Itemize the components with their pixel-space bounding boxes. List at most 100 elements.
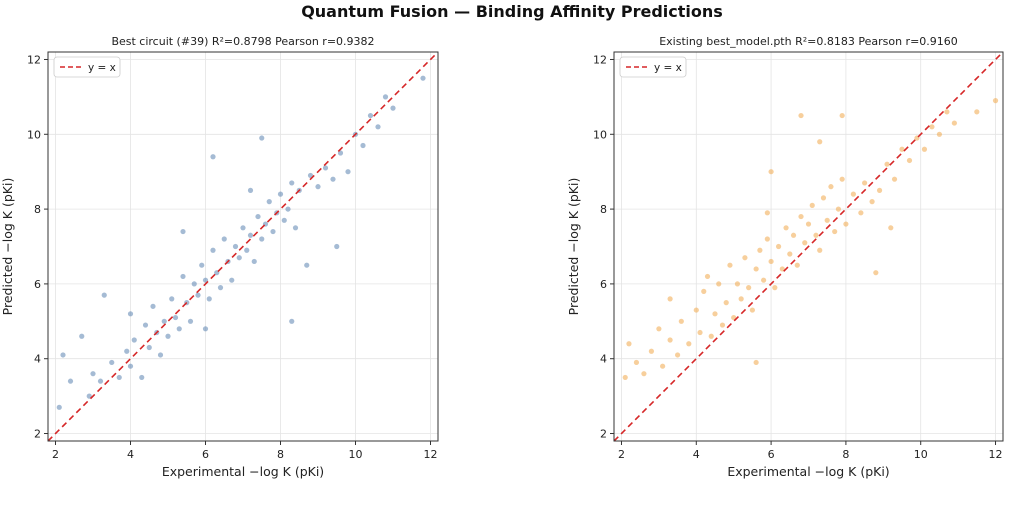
data-point	[116, 374, 122, 381]
data-point	[146, 344, 152, 351]
data-point	[768, 258, 774, 265]
data-point	[992, 98, 999, 104]
data-point	[921, 146, 928, 152]
x-tick-label: 6	[768, 448, 775, 461]
data-point	[281, 217, 287, 223]
data-point	[236, 255, 242, 261]
left-scatter-panel: 2 4 6 8 10 12 2 4 6 8 10 12 Best circuit (#39) R²=0.…	[0, 35, 439, 479]
data-point	[828, 184, 834, 190]
data-point	[727, 262, 733, 268]
data-point	[79, 333, 85, 339]
reference-line-y-equals-x	[47, 51, 439, 442]
data-point	[289, 318, 295, 324]
data-point	[944, 109, 950, 115]
data-point	[345, 169, 351, 175]
data-point	[90, 371, 96, 377]
x-axis-label: Experimental −log K (pKi)	[162, 464, 324, 479]
data-point	[839, 176, 845, 182]
data-point	[708, 333, 714, 339]
data-point	[667, 296, 673, 302]
data-point	[97, 378, 104, 384]
x-tick-label: 10	[349, 448, 363, 461]
data-point	[67, 378, 74, 384]
y-tick-label: 6	[34, 278, 41, 291]
data-point	[648, 348, 655, 354]
data-point	[862, 180, 868, 186]
data-point	[165, 333, 171, 339]
legend-label: y = x	[88, 62, 116, 74]
data-point	[337, 150, 344, 156]
figure-title: Quantum Fusion — Binding Affinity Predic…	[301, 2, 723, 21]
data-point	[180, 273, 186, 280]
data-point	[330, 176, 336, 182]
reference-line-y-equals-x	[613, 51, 1004, 442]
data-point	[109, 359, 115, 366]
data-point	[824, 217, 830, 223]
x-tick-label: 2	[618, 448, 625, 461]
data-point	[622, 374, 628, 381]
data-point	[641, 371, 647, 377]
data-point	[322, 165, 329, 171]
data-point	[660, 363, 666, 369]
data-point	[757, 247, 763, 253]
data-point	[315, 184, 321, 190]
data-point	[873, 270, 879, 276]
data-point	[794, 262, 800, 268]
x-tick-label: 10	[914, 448, 928, 461]
data-point	[753, 266, 759, 272]
data-point	[221, 236, 227, 242]
data-point	[150, 303, 156, 309]
data-point	[888, 225, 894, 231]
data-point	[199, 262, 205, 268]
x-tick-label: 4	[693, 448, 700, 461]
data-point	[127, 363, 134, 369]
data-point	[289, 180, 295, 186]
data-point	[704, 273, 711, 280]
y-tick-label: 6	[600, 278, 607, 291]
data-point	[191, 281, 197, 287]
data-point	[304, 262, 310, 268]
data-point	[633, 359, 640, 366]
data-point	[127, 311, 134, 317]
data-point	[746, 285, 752, 291]
x-tick-label: 6	[202, 448, 209, 461]
data-point	[251, 258, 257, 265]
data-point	[169, 296, 175, 302]
data-point	[891, 176, 898, 182]
data-point	[367, 112, 374, 119]
data-point	[876, 187, 883, 193]
data-point	[884, 161, 890, 167]
x-tick-label: 8	[277, 448, 284, 461]
data-point	[798, 112, 804, 119]
data-point	[60, 352, 66, 358]
data-point	[738, 296, 744, 302]
data-point	[157, 352, 164, 358]
x-axis-label: Experimental −log K (pKi)	[727, 464, 889, 479]
data-point	[101, 292, 107, 298]
data-point	[667, 337, 673, 343]
y-tick-label: 12	[27, 53, 41, 66]
data-point	[974, 109, 980, 115]
y-tick-label: 12	[593, 53, 607, 66]
data-point	[686, 341, 692, 347]
data-point	[172, 314, 179, 321]
data-point	[768, 169, 774, 175]
data-point	[850, 191, 856, 197]
data-point	[701, 288, 707, 294]
data-point	[187, 318, 194, 324]
data-point	[779, 266, 785, 272]
data-point	[805, 221, 812, 227]
data-point	[206, 296, 212, 302]
data-point	[161, 318, 167, 324]
plot-frame	[47, 51, 439, 442]
data-point	[835, 206, 842, 212]
data-point	[723, 300, 729, 306]
y-tick-label: 10	[27, 128, 41, 141]
data-point	[86, 393, 92, 399]
data-point	[674, 352, 681, 358]
data-point	[899, 146, 905, 152]
data-point	[307, 172, 314, 179]
data-point	[802, 240, 808, 246]
y-axis-label: Predicted −log K (pKi)	[0, 178, 15, 316]
data-point	[764, 236, 770, 242]
